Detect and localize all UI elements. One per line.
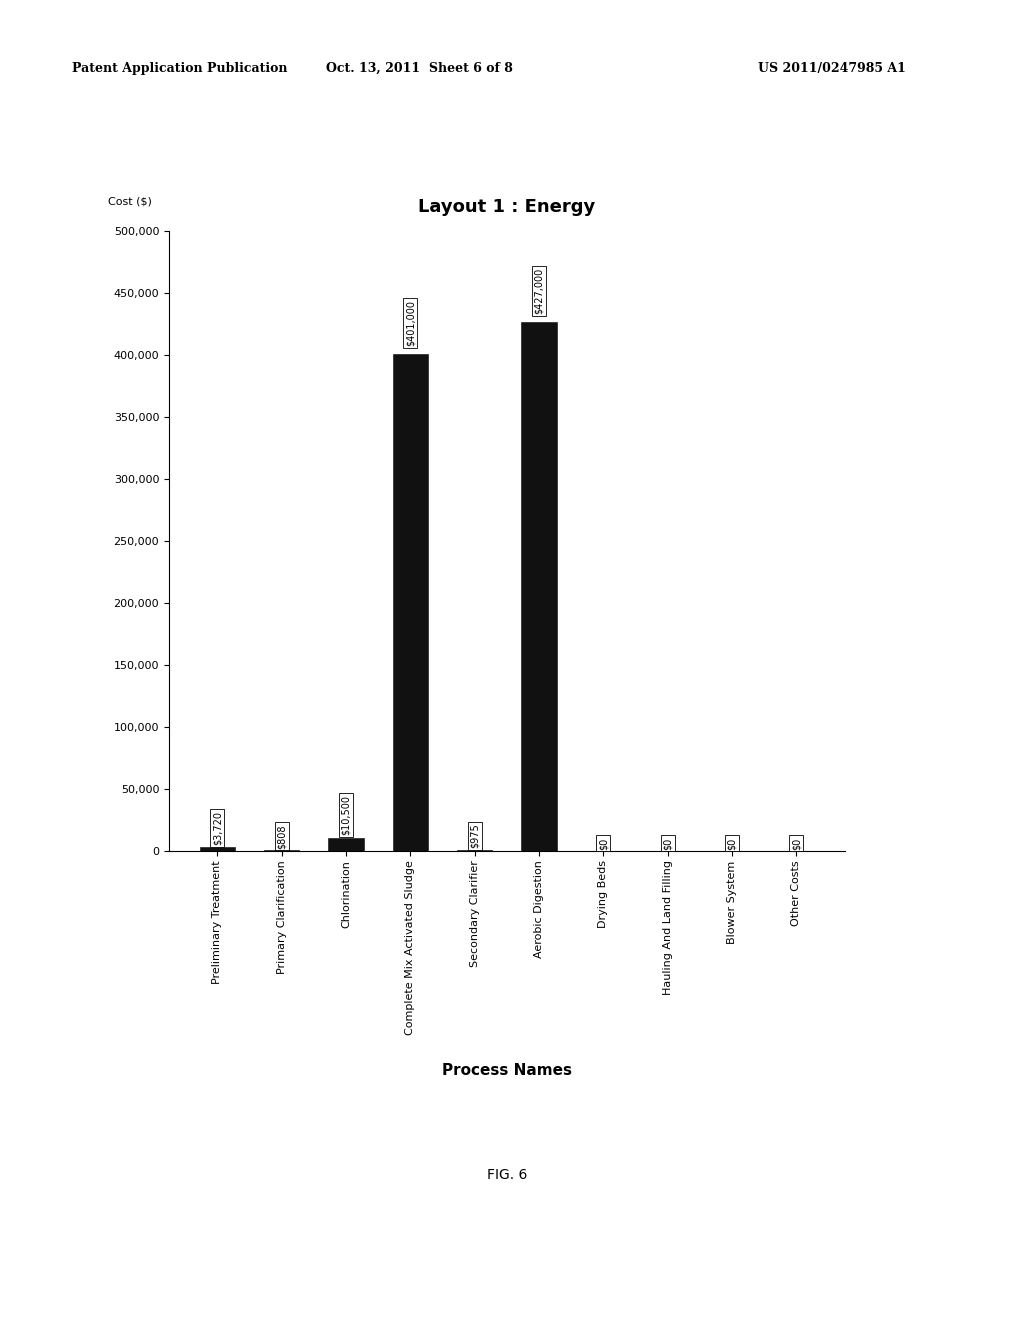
Text: FIG. 6: FIG. 6: [486, 1168, 527, 1183]
Bar: [392, 354, 428, 851]
Text: Process Names: Process Names: [442, 1063, 571, 1077]
Bar: [200, 847, 236, 851]
Text: $0: $0: [792, 837, 802, 850]
Text: $975: $975: [470, 824, 479, 849]
Text: $10,500: $10,500: [341, 795, 351, 834]
Text: US 2011/0247985 A1: US 2011/0247985 A1: [758, 62, 905, 75]
Bar: [329, 838, 364, 851]
Text: $401,000: $401,000: [406, 301, 416, 346]
Text: $0: $0: [663, 837, 673, 850]
Text: $0: $0: [598, 837, 608, 850]
Text: $427,000: $427,000: [535, 268, 544, 314]
Text: $0: $0: [727, 837, 737, 850]
Text: Cost ($): Cost ($): [109, 197, 152, 206]
Text: $3,720: $3,720: [212, 810, 222, 845]
Text: $808: $808: [276, 824, 287, 849]
Bar: [521, 322, 557, 851]
Title: Layout 1 : Energy: Layout 1 : Energy: [418, 198, 596, 215]
Text: Patent Application Publication: Patent Application Publication: [72, 62, 287, 75]
Text: Oct. 13, 2011  Sheet 6 of 8: Oct. 13, 2011 Sheet 6 of 8: [327, 62, 513, 75]
